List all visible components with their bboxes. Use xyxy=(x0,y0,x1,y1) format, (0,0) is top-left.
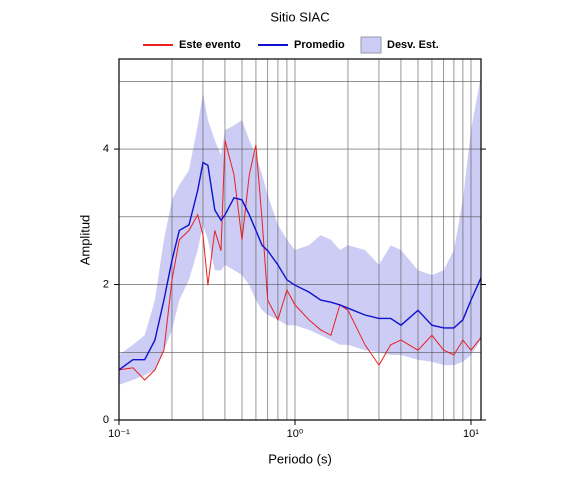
series-line xyxy=(118,140,482,381)
legend-label: Desv. Est. xyxy=(387,39,439,51)
std-band xyxy=(119,75,481,385)
x-tick-label: 10¹ xyxy=(463,428,479,440)
x-tick-label: 10⁻¹ xyxy=(108,428,130,440)
chart-title: Sitio SIAC xyxy=(270,9,329,24)
legend-label: Este evento xyxy=(179,39,241,51)
legend-swatch xyxy=(360,36,382,54)
y-tick-label: 2 xyxy=(103,278,109,290)
y-tick-label: 0 xyxy=(103,414,109,426)
series-line xyxy=(118,161,482,371)
legend-label: Promedio xyxy=(294,39,345,51)
x-axis-label: Periodo (s) xyxy=(268,451,332,466)
y-axis-label: Amplitud xyxy=(77,215,92,266)
y-tick-label: 4 xyxy=(103,143,109,155)
plot-frame xyxy=(118,58,482,421)
x-tick-label: 10⁰ xyxy=(287,428,304,440)
